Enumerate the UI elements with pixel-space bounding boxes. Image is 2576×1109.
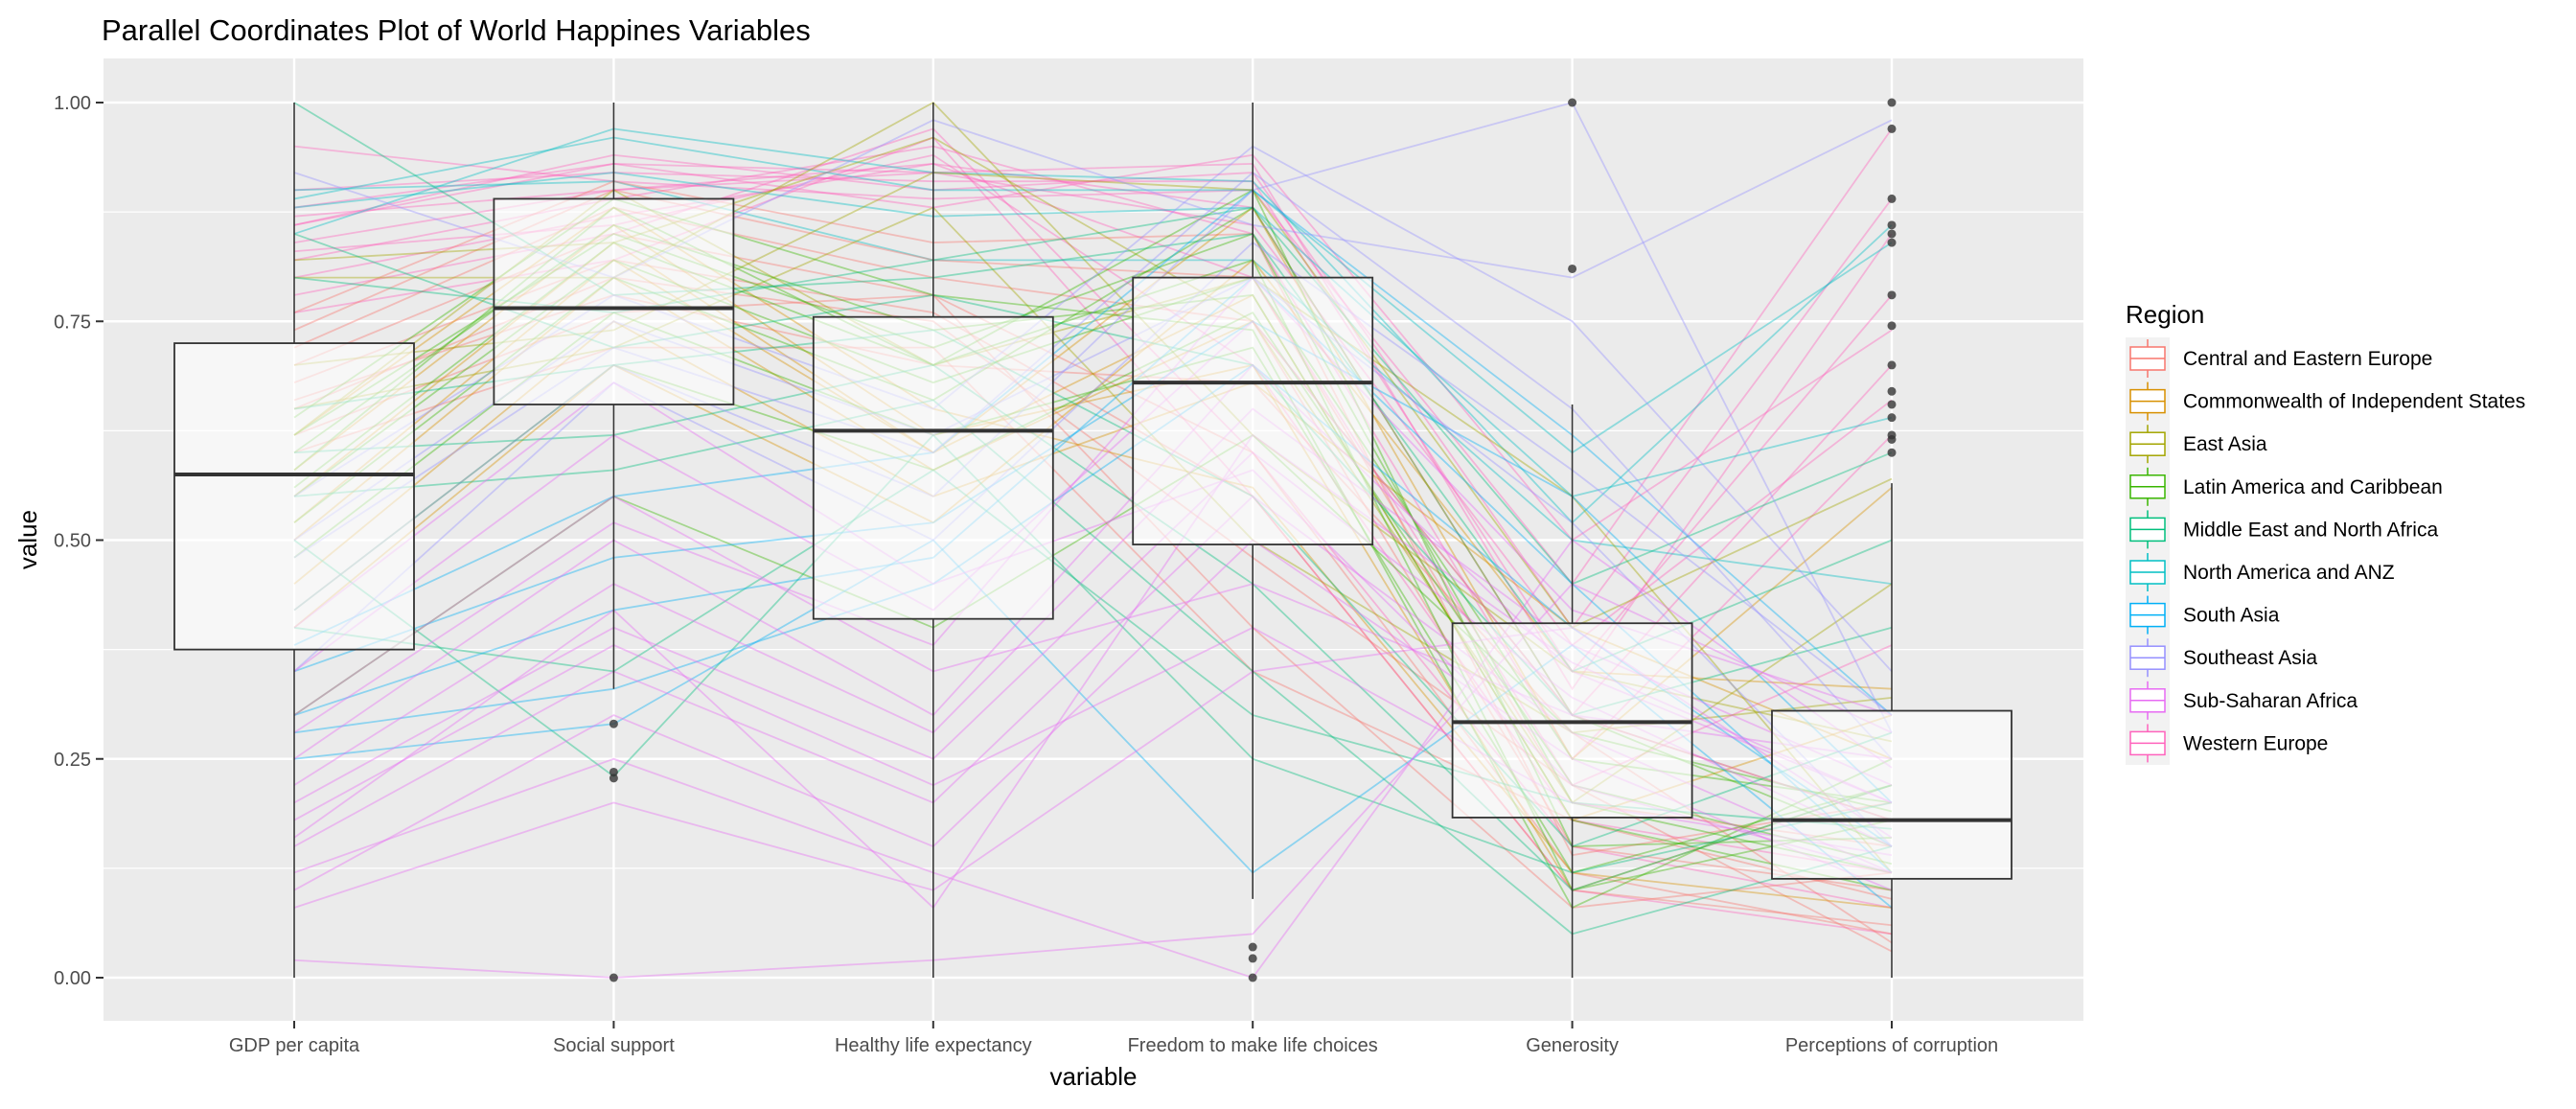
boxplot (493, 103, 735, 982)
legend-label: North America and ANZ (2183, 562, 2395, 584)
series-line (293, 153, 1893, 630)
series-line (293, 153, 1893, 542)
legend: Region Central and Eastern Europe Commonw… (2126, 300, 2525, 765)
outlier-point (1887, 220, 1897, 230)
outlier-point (609, 719, 618, 728)
legend-label: Latin America and Caribbean (2183, 476, 2443, 498)
outlier-point (1887, 400, 1897, 409)
x-tick-label: Generosity (1526, 1035, 1619, 1056)
legend-label: Central and Eastern Europe (2183, 348, 2432, 370)
series-line (293, 583, 1893, 979)
series-line (293, 136, 1893, 454)
outlier-point (609, 767, 618, 776)
legend-entry: Central and Eastern Europe (2129, 339, 2432, 378)
boxplot (812, 103, 1054, 978)
outlier-point (1568, 264, 1577, 273)
outlier-point (1887, 229, 1897, 239)
outlier-point (609, 973, 618, 982)
box (1771, 709, 2012, 880)
x-tick-label: Freedom to make life choices (1128, 1035, 1378, 1056)
chart-title: Parallel Coordinates Plot of World Happi… (102, 13, 811, 47)
y-axis: 0.00 0.25 0.50 0.75 1.00 (54, 93, 104, 989)
outlier-point (609, 774, 618, 783)
outlier-point (1887, 360, 1897, 370)
boxplot (1771, 98, 2012, 978)
legend-entry: East Asia (2129, 425, 2267, 464)
box (812, 315, 1054, 620)
series-line (293, 539, 1893, 980)
box (493, 197, 735, 405)
legend-entry: South Asia (2129, 595, 2280, 635)
outlier-point (1887, 321, 1897, 331)
boxplots (173, 98, 2012, 982)
legend-entry: North America and ANZ (2129, 553, 2395, 591)
y-tick-label: 0.50 (54, 531, 91, 552)
series-line (293, 127, 1893, 524)
x-tick-label: Healthy life expectancy (835, 1035, 1032, 1056)
legend-label: South Asia (2183, 605, 2280, 627)
series-line (293, 363, 1893, 891)
legend-entry: Southeast Asia (2129, 638, 2317, 678)
legend-entry: Middle East and North Africa (2129, 510, 2438, 549)
boxplot (1132, 103, 1374, 982)
y-axis-title: value (13, 510, 42, 569)
legend-label: Western Europe (2183, 732, 2328, 754)
outlier-point (1887, 448, 1897, 457)
series-line (293, 320, 1893, 804)
box (1132, 276, 1374, 545)
legend-label: Middle East and North Africa (2183, 519, 2438, 541)
y-tick-label: 0.00 (54, 968, 91, 989)
legend-entry: Western Europe (2129, 724, 2328, 763)
boxplot (173, 103, 415, 978)
legend-entry: Sub-Saharan Africa (2129, 681, 2358, 720)
series-line (293, 189, 1893, 716)
series-line (293, 433, 1893, 874)
legend-label: Southeast Asia (2183, 647, 2317, 669)
legend-title: Region (2126, 300, 2204, 329)
y-tick-label: 0.25 (54, 750, 91, 771)
series-line (293, 127, 1893, 586)
series-line (293, 399, 1893, 936)
outlier-point (1887, 435, 1897, 445)
outlier-point (1887, 194, 1897, 203)
boxplot (1451, 98, 1693, 978)
series-line (293, 101, 1893, 733)
series-line (293, 162, 1893, 691)
legend-label: East Asia (2183, 433, 2267, 455)
outlier-point (1887, 124, 1897, 133)
series-line (293, 172, 1893, 673)
outlier-point (1887, 413, 1897, 423)
y-tick-label: 0.75 (54, 312, 91, 333)
x-tick-label: Perceptions of corruption (1785, 1035, 1998, 1056)
legend-label: Sub-Saharan Africa (2183, 690, 2358, 712)
legend-entry: Commonwealth of Independent States (2129, 381, 2525, 421)
outlier-point (1568, 98, 1577, 107)
box (173, 342, 415, 651)
outlier-point (1887, 290, 1897, 300)
legend-entry: Latin America and Caribbean (2129, 467, 2443, 506)
outlier-point (1248, 942, 1257, 952)
x-axis-title: variable (1049, 1062, 1137, 1091)
y-tick-label: 1.00 (54, 93, 91, 114)
x-axis: GDP per capita Social support Healthy life… (229, 1021, 1998, 1056)
outlier-point (1887, 98, 1897, 107)
x-tick-label: Social support (553, 1035, 675, 1056)
outlier-point (1248, 954, 1257, 963)
series-line (293, 172, 1893, 497)
series-line (293, 241, 1893, 716)
series-line (293, 172, 1893, 647)
outlier-point (1887, 386, 1897, 396)
legend-label: Commonwealth of Independent States (2183, 391, 2525, 413)
outlier-point (1887, 238, 1897, 247)
series-line (293, 180, 1893, 586)
x-tick-label: GDP per capita (229, 1035, 360, 1056)
outlier-point (1248, 973, 1257, 982)
